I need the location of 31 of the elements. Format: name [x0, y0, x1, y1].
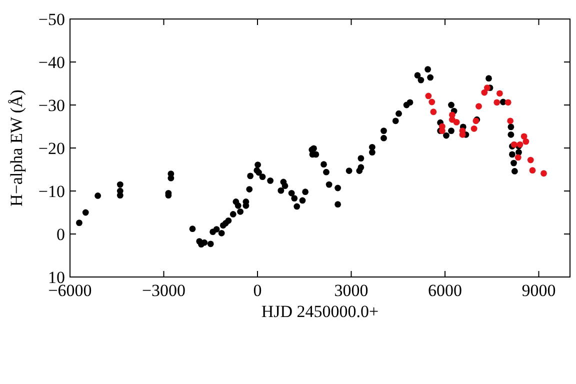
- y-tick-label: 0: [56, 225, 65, 244]
- y-tick-label: −50: [38, 10, 65, 29]
- point: [527, 156, 534, 164]
- y-axis-title: H−alpha EW (Å): [7, 90, 26, 206]
- x-tick-label: 6000: [428, 281, 462, 300]
- x-tick-label: 0: [253, 281, 262, 300]
- point: [494, 99, 500, 106]
- point: [476, 103, 482, 110]
- y-tick-label: −10: [38, 182, 65, 201]
- point: [425, 92, 432, 100]
- point: [428, 98, 436, 106]
- x-tick-label: 9000: [522, 281, 556, 300]
- point: [540, 170, 547, 177]
- y-tick-label: −30: [38, 96, 65, 115]
- point: [529, 167, 536, 174]
- point: [514, 154, 522, 161]
- x-tick-label: 3000: [334, 281, 368, 300]
- y-tick-label: −20: [38, 139, 65, 158]
- point: [430, 108, 437, 116]
- point: [520, 133, 528, 140]
- point: [481, 89, 488, 96]
- point: [496, 90, 503, 97]
- point: [453, 119, 460, 126]
- x-axis-title: HJD 2450000.0+: [261, 302, 379, 321]
- point: [484, 84, 490, 91]
- x-tick-label: −3000: [142, 281, 186, 300]
- point: [522, 138, 530, 145]
- point: [507, 118, 514, 124]
- point: [470, 125, 478, 132]
- y-tick-label: −40: [38, 53, 65, 72]
- point: [504, 99, 512, 106]
